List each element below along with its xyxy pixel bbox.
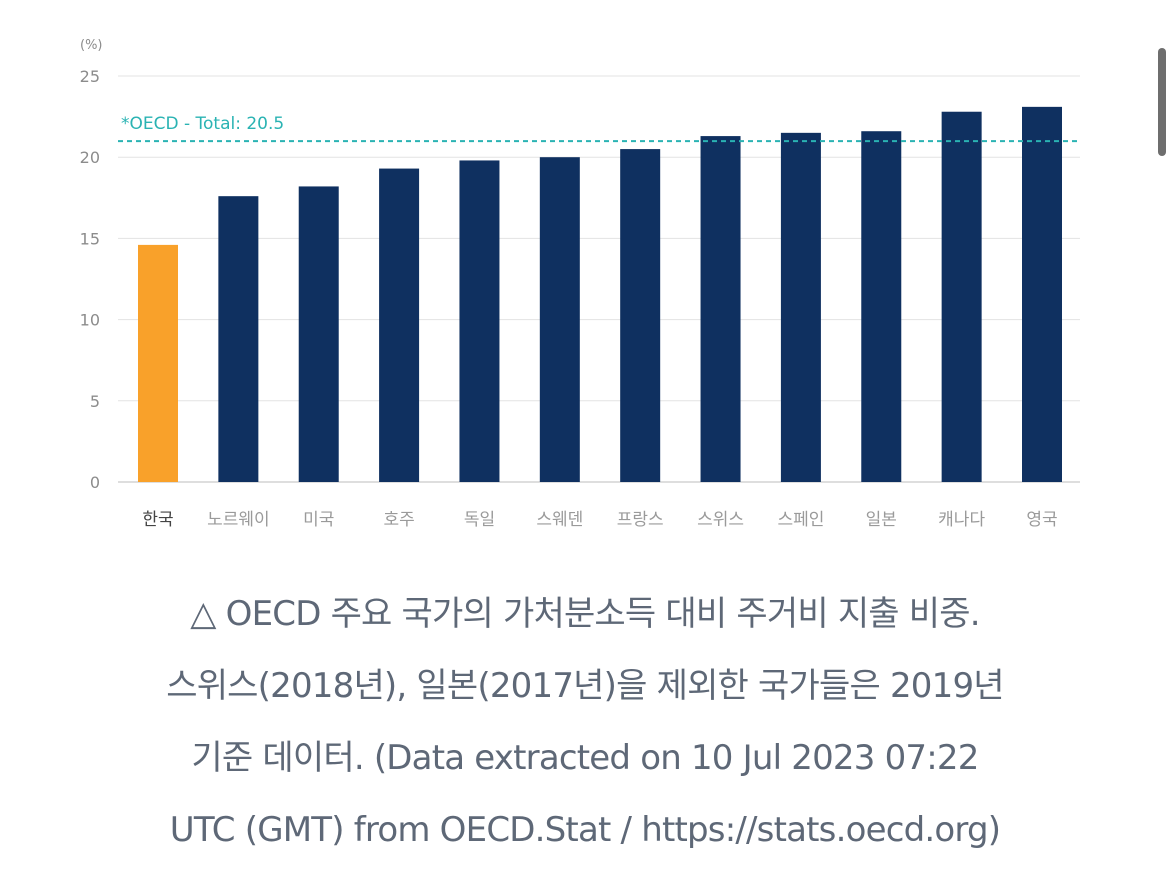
x-category-label: 스페인: [777, 510, 824, 530]
bar: [218, 196, 259, 482]
x-category-label: 미국: [303, 510, 334, 530]
bar: [780, 132, 821, 482]
x-category-label: 스웨덴: [536, 510, 583, 530]
bar: [298, 186, 339, 482]
x-category-label: 한국: [142, 510, 173, 530]
caption-line: 기준 데이터. (Data extracted on 10 Jul 2023 0…: [191, 738, 979, 778]
bars: [138, 106, 1062, 482]
bar: [459, 160, 500, 482]
x-category-label: 노르웨이: [207, 510, 270, 530]
x-category-label: 스위스: [697, 510, 744, 530]
bar: [941, 111, 982, 482]
y-tick-label: 10: [80, 311, 100, 330]
oecd-reference-label: *OECD - Total: 20.5: [121, 114, 284, 134]
bar: [539, 157, 580, 482]
figure-caption: △ OECD 주요 국가의 가처분소득 대비 주거비 지출 비중. 스위스(20…: [40, 578, 1130, 866]
x-category-label: 캐나다: [938, 510, 985, 530]
caption-line: UTC (GMT) from OECD.Stat / https://stats…: [169, 810, 1001, 850]
bar: [138, 244, 178, 482]
oecd-reference: *OECD - Total: 20.5: [118, 114, 1080, 143]
y-tick-label: 5: [90, 392, 100, 411]
y-axis-unit-label: (%): [80, 38, 103, 53]
y-tick-label: 0: [90, 473, 100, 492]
y-tick-label: 25: [80, 67, 100, 86]
x-category-label: 영국: [1026, 510, 1057, 530]
x-category-label: 호주: [383, 510, 414, 530]
bar: [620, 149, 661, 482]
y-tick-label: 15: [80, 229, 100, 248]
grid-lines: [118, 75, 1080, 483]
bar: [1022, 106, 1062, 482]
caption-line: △ OECD 주요 국가의 가처분소득 대비 주거비 지출 비중.: [190, 594, 980, 634]
y-tick-label: 20: [80, 148, 100, 167]
x-category-label: 일본: [866, 510, 897, 530]
x-category-label: 프랑스: [617, 510, 664, 530]
x-axis-labels: 한국 노르웨이 미국 호주 독일 스웨덴 프랑스 스위스 스페인 일본 캐나다 영국: [142, 510, 1057, 530]
x-category-label: 독일: [464, 510, 495, 530]
caption-line: 스위스(2018년), 일본(2017년)을 제외한 국가들은 2019년: [166, 666, 1004, 706]
bar: [700, 136, 741, 482]
bar: [861, 131, 902, 482]
bar: [379, 168, 420, 482]
y-axis-ticks: 0 5 10 15 20 25: [80, 67, 100, 492]
vertical-scrollbar[interactable]: [1158, 48, 1166, 156]
bar-chart: (%) 0 5 10 15 20 25 *OECD - Total: 20.5 한국 노르웨…: [80, 38, 1080, 530]
